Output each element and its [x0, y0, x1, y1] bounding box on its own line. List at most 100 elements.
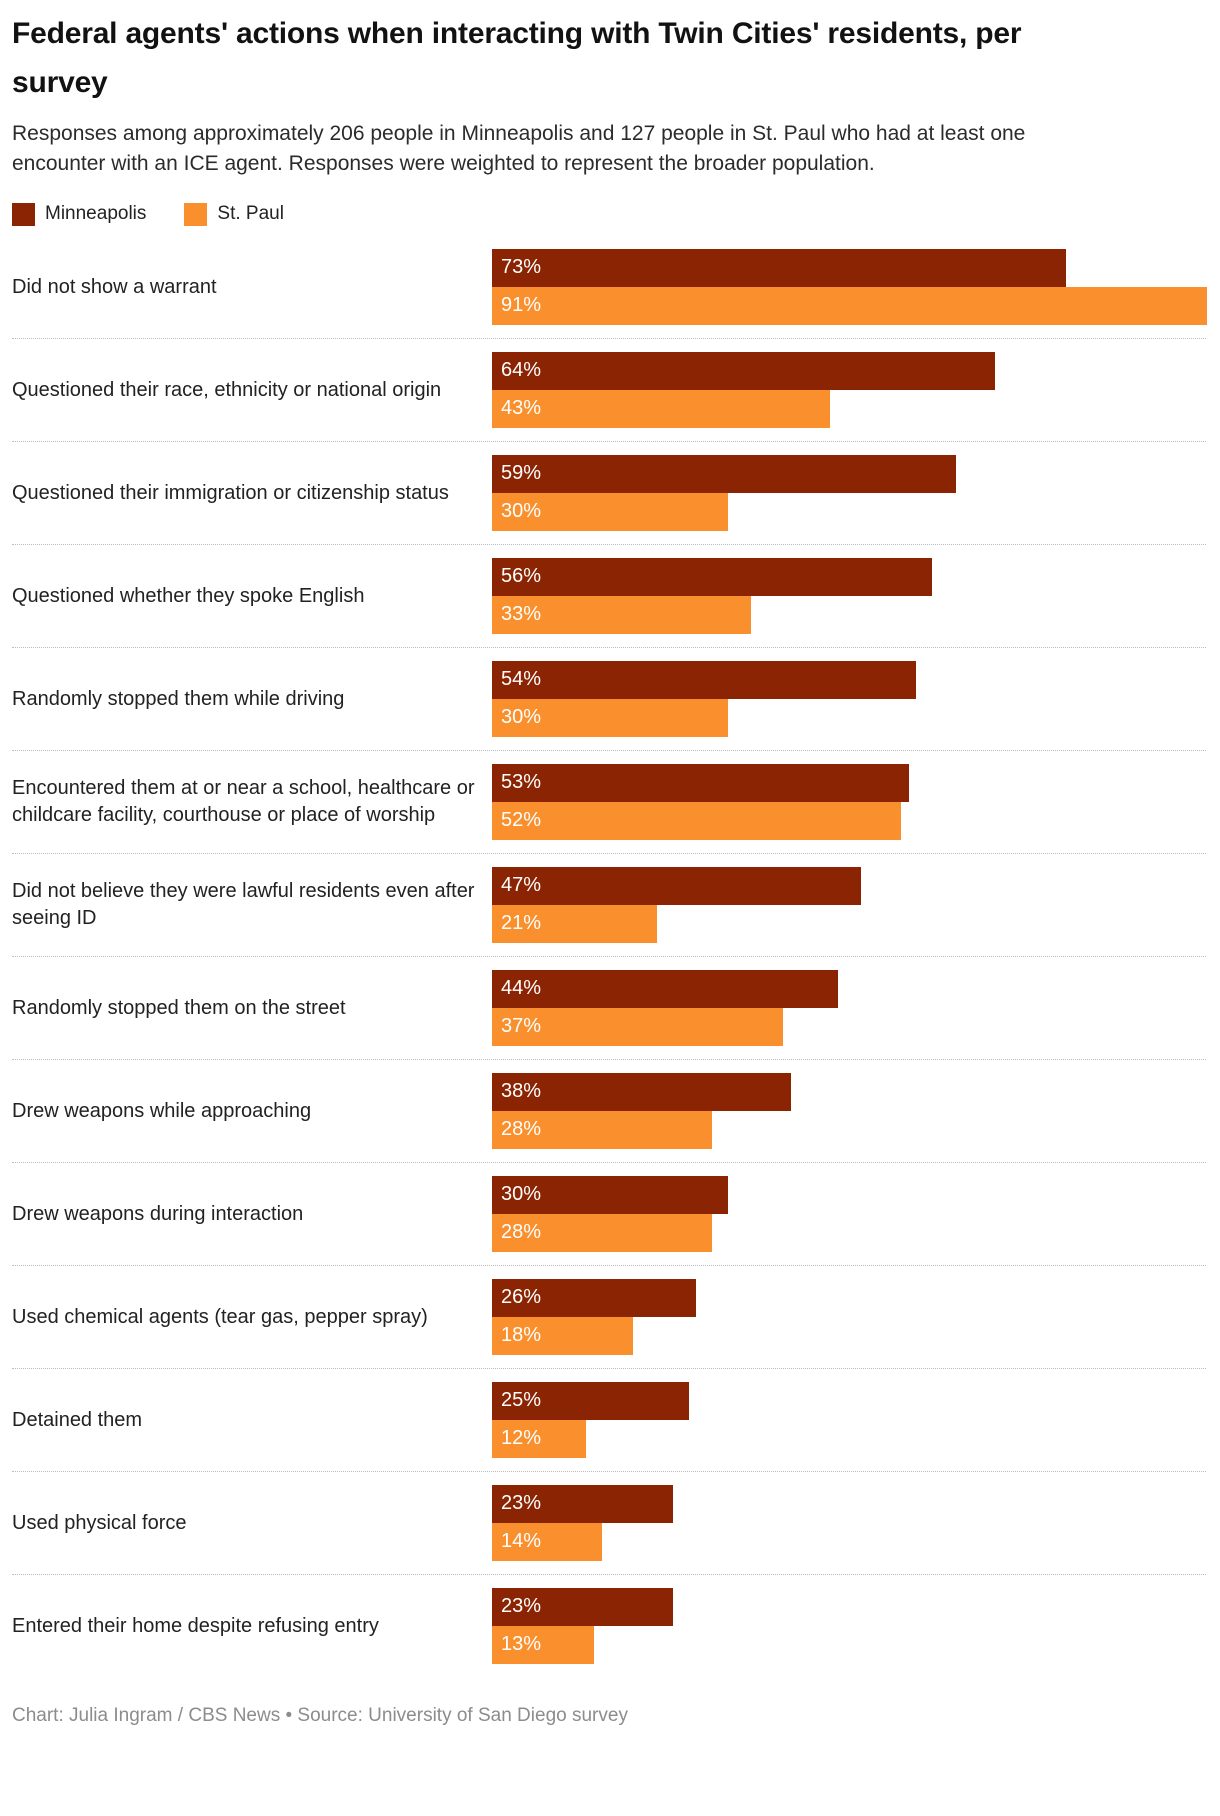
bar-minneapolis: 53% — [492, 763, 909, 802]
bar-value-label: 47% — [501, 874, 542, 897]
bar-group: 23% 13% — [492, 1587, 1206, 1664]
bar-value-label: 52% — [501, 809, 542, 832]
chart-row: Detained them 25% 12% — [12, 1369, 1206, 1472]
bar-minneapolis: 54% — [492, 660, 917, 699]
bar-minneapolis: 64% — [492, 351, 996, 390]
bar-value-label: 28% — [501, 1221, 542, 1244]
bar-st-paul: 52% — [492, 801, 901, 840]
chart-row: Did not show a warrant 73% 91% — [12, 236, 1208, 339]
chart-credit: Chart: Julia Ingram / CBS News • Source:… — [12, 1704, 628, 1726]
bar-st-paul: 14% — [492, 1522, 603, 1561]
bar-group: 25% 12% — [492, 1381, 1206, 1458]
bar-group: 44% 37% — [492, 969, 1206, 1046]
row-label: Did not believe they were lawful residen… — [12, 880, 475, 929]
chart-row: Used chemical agents (tear gas, pepper s… — [12, 1266, 1206, 1369]
chart-row: Entered their home despite refusing entr… — [12, 1575, 1206, 1677]
row-label: Entered their home despite refusing entr… — [12, 1614, 379, 1637]
bar-value-label: 26% — [501, 1286, 542, 1309]
bar-st-paul: 18% — [492, 1316, 634, 1355]
legend-item-minneapolis: Minneapolis — [12, 202, 147, 226]
bar-group: 23% 14% — [492, 1484, 1206, 1561]
chart-subtitle: Responses among approximately 206 people… — [12, 122, 1026, 175]
bar-group: 38% 28% — [492, 1072, 1206, 1149]
bar-st-paul: 33% — [492, 595, 752, 634]
legend-item-st-paul: St. Paul — [184, 202, 284, 226]
bar-group: 47% 21% — [492, 866, 1206, 943]
bar-value-label: 30% — [501, 1183, 542, 1206]
row-label: Encountered them at or near a school, he… — [12, 777, 475, 826]
row-label: Used chemical agents (tear gas, pepper s… — [12, 1305, 428, 1328]
bar-minneapolis: 73% — [492, 248, 1066, 287]
chart-row: Randomly stopped them on the street 44% … — [12, 957, 1206, 1060]
bar-value-label: 56% — [501, 565, 542, 588]
chart-row: Encountered them at or near a school, he… — [12, 751, 1206, 854]
bar-value-label: 30% — [501, 500, 542, 523]
bar-st-paul: 37% — [492, 1007, 783, 1046]
bar-value-label: 25% — [501, 1389, 542, 1412]
bar-minneapolis: 47% — [492, 866, 862, 905]
bar-minneapolis: 23% — [492, 1587, 673, 1626]
chart-row: Randomly stopped them while driving 54% … — [12, 648, 1206, 751]
bar-value-label: 37% — [501, 1015, 542, 1038]
bar-value-label: 30% — [501, 706, 542, 729]
legend-label-st-paul: St. Paul — [217, 203, 284, 225]
row-label: Did not show a warrant — [12, 275, 217, 298]
chart-row: Questioned whether they spoke English 56… — [12, 545, 1206, 648]
bar-st-paul: 30% — [492, 698, 728, 737]
legend-label-minneapolis: Minneapolis — [45, 203, 147, 225]
bar-value-label: 44% — [501, 977, 542, 1000]
bar-value-label: 54% — [501, 668, 542, 691]
row-label: Randomly stopped them on the street — [12, 996, 346, 1019]
bar-st-paul: 21% — [492, 904, 658, 943]
bar-group: 53% 52% — [492, 763, 1206, 840]
bar-minneapolis: 23% — [492, 1484, 673, 1523]
bar-minneapolis: 25% — [492, 1381, 689, 1420]
row-label: Detained them — [12, 1408, 143, 1431]
bar-value-label: 64% — [501, 359, 542, 382]
chart-row: Questioned their race, ethnicity or nati… — [12, 339, 1206, 442]
bar-minneapolis: 59% — [492, 454, 956, 493]
legend-swatch-minneapolis — [12, 202, 35, 226]
bar-value-label: 23% — [501, 1595, 542, 1618]
row-label: Questioned their race, ethnicity or nati… — [12, 378, 442, 401]
bar-st-paul: 43% — [492, 389, 830, 428]
bar-value-label: 13% — [501, 1633, 542, 1656]
bar-st-paul: 12% — [492, 1419, 587, 1458]
bar-group: 59% 30% — [492, 454, 1206, 531]
bar-value-label: 38% — [501, 1080, 542, 1103]
bar-value-label: 43% — [501, 397, 542, 420]
row-label: Questioned their immigration or citizens… — [12, 481, 449, 504]
bar-st-paul: 28% — [492, 1213, 713, 1252]
bar-minneapolis: 56% — [492, 557, 933, 596]
bar-st-paul: 30% — [492, 492, 728, 531]
bar-value-label: 12% — [501, 1427, 542, 1450]
chart-row: Used physical force 23% 14% — [12, 1472, 1206, 1575]
bar-value-label: 59% — [501, 462, 542, 485]
legend-swatch-st-paul — [184, 202, 208, 226]
bar-st-paul: 91% — [492, 286, 1208, 325]
bar-st-paul: 28% — [492, 1110, 713, 1149]
bar-group: 56% 33% — [492, 557, 1206, 634]
bar-minneapolis: 26% — [492, 1278, 697, 1317]
bar-value-label: 53% — [501, 771, 542, 794]
bar-st-paul: 13% — [492, 1625, 595, 1664]
bar-value-label: 14% — [501, 1530, 542, 1553]
bar-group: 26% 18% — [492, 1278, 1206, 1355]
row-label: Randomly stopped them while driving — [12, 687, 345, 710]
bar-value-label: 21% — [501, 912, 542, 935]
chart-row: Drew weapons while approaching 38% 28% — [12, 1060, 1206, 1163]
row-label: Drew weapons while approaching — [12, 1099, 312, 1122]
chart-title: Federal agents' actions when interacting… — [12, 17, 1022, 99]
bar-minneapolis: 38% — [492, 1072, 791, 1111]
row-label: Questioned whether they spoke English — [12, 584, 365, 607]
legend: Minneapolis St. Paul — [12, 202, 1206, 226]
row-label: Used physical force — [12, 1511, 187, 1534]
bar-group: 54% 30% — [492, 660, 1206, 737]
bar-value-label: 28% — [501, 1118, 542, 1141]
bar-value-label: 73% — [501, 256, 542, 279]
chart-row: Drew weapons during interaction 30% 28% — [12, 1163, 1206, 1266]
bar-minneapolis: 44% — [492, 969, 838, 1008]
bar-value-label: 23% — [501, 1492, 542, 1515]
bar-minneapolis: 30% — [492, 1175, 728, 1214]
row-label: Drew weapons during interaction — [12, 1202, 304, 1225]
